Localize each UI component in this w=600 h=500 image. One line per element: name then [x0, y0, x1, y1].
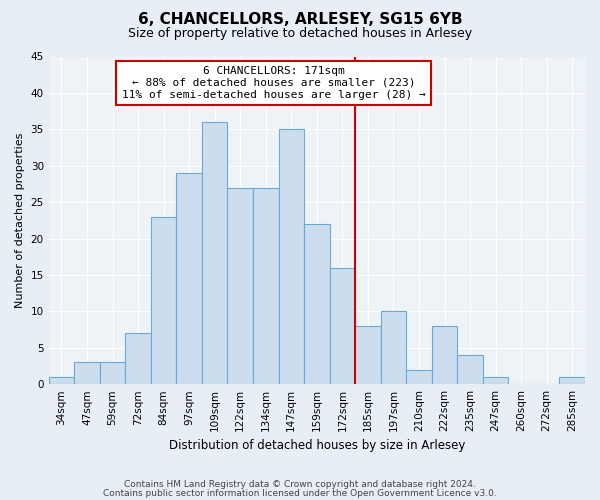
Bar	[125, 333, 151, 384]
Bar	[151, 216, 176, 384]
Bar	[304, 224, 329, 384]
Bar	[559, 377, 585, 384]
Text: Contains HM Land Registry data © Crown copyright and database right 2024.: Contains HM Land Registry data © Crown c…	[124, 480, 476, 489]
Bar	[100, 362, 125, 384]
Text: Size of property relative to detached houses in Arlesey: Size of property relative to detached ho…	[128, 28, 472, 40]
Bar	[432, 326, 457, 384]
Bar	[227, 188, 253, 384]
Bar	[278, 130, 304, 384]
Bar	[355, 326, 380, 384]
Bar	[457, 355, 483, 384]
Bar	[74, 362, 100, 384]
Bar	[253, 188, 278, 384]
Bar	[329, 268, 355, 384]
Y-axis label: Number of detached properties: Number of detached properties	[15, 132, 25, 308]
Bar	[483, 377, 508, 384]
Text: 6, CHANCELLORS, ARLESEY, SG15 6YB: 6, CHANCELLORS, ARLESEY, SG15 6YB	[137, 12, 463, 28]
Text: Contains public sector information licensed under the Open Government Licence v3: Contains public sector information licen…	[103, 489, 497, 498]
Text: 6 CHANCELLORS: 171sqm
← 88% of detached houses are smaller (223)
11% of semi-det: 6 CHANCELLORS: 171sqm ← 88% of detached …	[122, 66, 426, 100]
Bar	[380, 312, 406, 384]
Bar	[176, 173, 202, 384]
X-axis label: Distribution of detached houses by size in Arlesey: Distribution of detached houses by size …	[169, 440, 465, 452]
Bar	[406, 370, 432, 384]
Bar	[202, 122, 227, 384]
Bar	[49, 377, 74, 384]
